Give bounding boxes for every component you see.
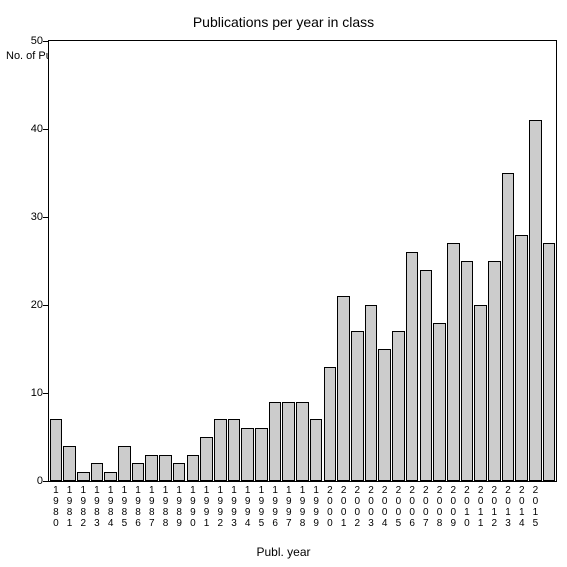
bar: [502, 173, 515, 481]
bar: [200, 437, 213, 481]
bar: [461, 261, 474, 481]
bar: [228, 419, 241, 481]
y-tick: [43, 217, 49, 218]
x-tick-label: 1 9 9 9: [311, 485, 321, 529]
bar: [351, 331, 364, 481]
bar: [50, 419, 63, 481]
bar: [324, 367, 337, 481]
y-tick-label: 50: [19, 35, 43, 47]
bar: [378, 349, 391, 481]
chart-title: Publications per year in class: [0, 14, 567, 30]
bar: [447, 243, 460, 481]
plot-area: 010203040501 9 8 01 9 8 11 9 8 21 9 8 31…: [48, 40, 557, 482]
bar: [214, 419, 227, 481]
y-tick: [43, 481, 49, 482]
x-tick-label: 2 0 0 7: [421, 485, 431, 529]
x-tick-label: 1 9 8 4: [106, 485, 116, 529]
bar: [145, 455, 158, 481]
bar: [406, 252, 419, 481]
bar: [420, 270, 433, 481]
bars-container: [49, 41, 556, 481]
y-tick: [43, 41, 49, 42]
x-tick-label: 1 9 9 5: [256, 485, 266, 529]
bar: [159, 455, 172, 481]
bar: [269, 402, 282, 481]
bar: [365, 305, 378, 481]
bar: [433, 323, 446, 481]
x-tick-label: 2 0 1 2: [489, 485, 499, 529]
x-tick-label: 1 9 8 1: [65, 485, 75, 529]
x-tick-label: 1 9 9 7: [284, 485, 294, 529]
bar: [187, 455, 200, 481]
x-tick-label: 1 9 8 9: [174, 485, 184, 529]
bar: [91, 463, 104, 481]
x-tick-label: 1 9 8 7: [147, 485, 157, 529]
x-tick-label: 2 0 0 4: [380, 485, 390, 529]
x-tick-label: 1 9 8 5: [119, 485, 129, 529]
x-tick-label: 2 0 1 0: [462, 485, 472, 529]
x-tick-label: 1 9 8 8: [160, 485, 170, 529]
bar: [515, 235, 528, 481]
x-tick-label: 1 9 9 8: [298, 485, 308, 529]
bar-chart: Publications per year in class No. of Pu…: [0, 0, 567, 567]
x-tick-label: 2 0 1 5: [530, 485, 540, 529]
y-tick: [43, 393, 49, 394]
bar: [241, 428, 254, 481]
bar: [474, 305, 487, 481]
x-tick-label: 2 0 0 0: [325, 485, 335, 529]
bar: [118, 446, 131, 481]
x-tick-label: 2 0 0 1: [339, 485, 349, 529]
x-tick-label: 1 9 8 0: [51, 485, 61, 529]
bar: [63, 446, 76, 481]
x-tick-label: 1 9 9 3: [229, 485, 239, 529]
x-tick-label: 1 9 8 2: [78, 485, 88, 529]
x-tick-label: 2 0 0 6: [407, 485, 417, 529]
bar: [543, 243, 556, 481]
y-tick-label: 0: [19, 475, 43, 487]
bar: [104, 472, 117, 481]
x-tick-label: 2 0 1 4: [517, 485, 527, 529]
x-tick-label: 1 9 9 6: [270, 485, 280, 529]
bar: [132, 463, 145, 481]
bar: [392, 331, 405, 481]
y-tick-label: 30: [19, 211, 43, 223]
x-tick-label: 2 0 1 3: [503, 485, 513, 529]
x-tick-label: 1 9 8 3: [92, 485, 102, 529]
y-tick: [43, 129, 49, 130]
x-tick-label: 2 0 0 3: [366, 485, 376, 529]
y-tick: [43, 305, 49, 306]
x-tick-label: 2 0 0 5: [393, 485, 403, 529]
x-tick-label: 1 9 9 4: [243, 485, 253, 529]
bar: [255, 428, 268, 481]
y-tick-label: 20: [19, 299, 43, 311]
x-tick-label: 2 0 0 8: [435, 485, 445, 529]
x-axis-label: Publ. year: [0, 545, 567, 559]
bar: [310, 419, 323, 481]
x-tick-label: 1 9 9 2: [215, 485, 225, 529]
bar: [173, 463, 186, 481]
bar: [296, 402, 309, 481]
bar: [77, 472, 90, 481]
x-tick-label: 1 9 8 6: [133, 485, 143, 529]
bar: [529, 120, 542, 481]
y-tick-label: 10: [19, 387, 43, 399]
bar: [337, 296, 350, 481]
y-tick-label: 40: [19, 123, 43, 135]
x-tick-label: 2 0 0 9: [448, 485, 458, 529]
x-tick-label: 2 0 1 1: [476, 485, 486, 529]
bar: [488, 261, 501, 481]
x-tick-label: 1 9 9 1: [202, 485, 212, 529]
x-tick-label: 1 9 9 0: [188, 485, 198, 529]
x-tick-label: 2 0 0 2: [352, 485, 362, 529]
bar: [282, 402, 295, 481]
